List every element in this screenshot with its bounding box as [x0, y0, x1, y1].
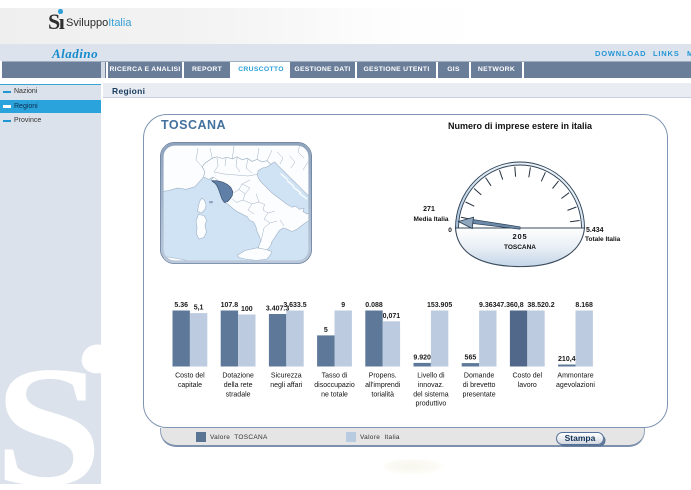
- svg-text:9.363: 9.363: [479, 302, 497, 309]
- svg-text:271: 271: [423, 206, 435, 213]
- svg-text:153.905: 153.905: [427, 302, 452, 309]
- svg-text:torialità: torialità: [371, 391, 394, 398]
- svg-text:Domande: Domande: [464, 373, 494, 380]
- svg-text:38.520.2: 38.520.2: [527, 302, 554, 309]
- svg-text:107.8: 107.8: [221, 302, 239, 309]
- svg-text:47.360,8: 47.360,8: [496, 302, 523, 309]
- svg-text:Tasso di: Tasso di: [322, 373, 348, 380]
- svg-text:di brevetto: di brevetto: [463, 382, 496, 389]
- svg-text:9: 9: [341, 302, 345, 309]
- svg-text:0: 0: [448, 227, 452, 234]
- svg-text:Sicurezza: Sicurezza: [271, 373, 302, 380]
- svg-text:565: 565: [465, 355, 477, 362]
- svg-text:disoccupazio: disoccupazio: [314, 382, 355, 389]
- svg-text:0,071: 0,071: [383, 313, 401, 320]
- svg-text:5.36: 5.36: [174, 302, 188, 309]
- svg-text:205: 205: [513, 232, 528, 241]
- svg-text:all'imprendi: all'imprendi: [365, 382, 401, 389]
- svg-text:3.633.5: 3.633.5: [283, 302, 306, 309]
- svg-text:ne totale: ne totale: [321, 391, 348, 398]
- svg-text:5: 5: [324, 327, 328, 334]
- svg-text:Costo del: Costo del: [513, 373, 543, 380]
- svg-text:TOSCANA: TOSCANA: [504, 244, 536, 251]
- svg-text:presentate: presentate: [463, 391, 496, 398]
- svg-text:produttivo: produttivo: [416, 401, 447, 408]
- svg-text:5,1: 5,1: [194, 305, 204, 312]
- svg-text:agevolazioni: agevolazioni: [556, 382, 595, 389]
- svg-text:stradale: stradale: [226, 391, 251, 398]
- svg-text:0.088: 0.088: [365, 302, 383, 309]
- svg-text:3.407.3: 3.407.3: [266, 306, 289, 313]
- svg-text:100: 100: [241, 306, 253, 313]
- svg-text:Costo del: Costo del: [175, 373, 205, 380]
- svg-text:lavoro: lavoro: [518, 382, 537, 389]
- svg-text:del sistema: del sistema: [413, 391, 449, 398]
- svg-text:Livello di: Livello di: [417, 373, 445, 380]
- svg-text:5.434: 5.434: [586, 227, 604, 234]
- svg-text:Propens.: Propens.: [369, 373, 397, 380]
- svg-text:8.168: 8.168: [575, 302, 593, 309]
- svg-text:9.920: 9.920: [413, 354, 431, 361]
- svg-text:210,4: 210,4: [558, 356, 576, 363]
- svg-text:Dotazione: Dotazione: [222, 373, 254, 380]
- svg-text:Totale Italia: Totale Italia: [585, 236, 621, 243]
- svg-text:della rete: della rete: [224, 382, 253, 389]
- svg-text:Media Italia: Media Italia: [413, 216, 448, 223]
- svg-text:capitale: capitale: [178, 382, 202, 389]
- svg-text:Ammontare: Ammontare: [557, 373, 593, 380]
- svg-text:negli affari: negli affari: [270, 382, 303, 389]
- svg-text:innovaz.: innovaz.: [418, 382, 444, 389]
